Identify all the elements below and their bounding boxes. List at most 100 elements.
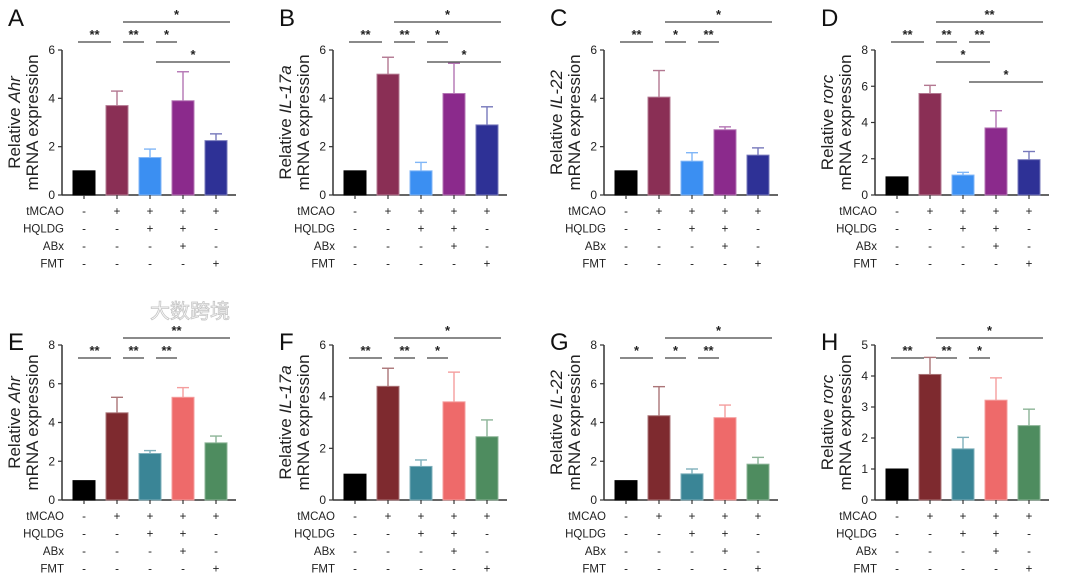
condition-mark: - xyxy=(895,529,899,541)
bar xyxy=(918,373,942,501)
condition-mark: - xyxy=(353,241,357,253)
condition-mark: - xyxy=(82,564,86,576)
y-label-prefix: Relative xyxy=(276,414,295,480)
bar xyxy=(72,480,96,501)
condition-mark: - xyxy=(214,529,218,541)
bar xyxy=(746,154,770,196)
condition-mark: - xyxy=(115,241,119,253)
condition-mark: - xyxy=(419,259,423,271)
condition-mark: + xyxy=(722,546,729,558)
significance-label: ** xyxy=(974,27,985,42)
y-tick-label: 6 xyxy=(590,43,597,57)
bar xyxy=(409,465,433,501)
y-label-gene: IL-17a xyxy=(276,365,295,413)
condition-mark: + xyxy=(484,511,491,523)
condition-label-tmcao: tMCAO xyxy=(568,206,606,218)
condition-mark: + xyxy=(755,564,762,576)
condition-mark: + xyxy=(1026,564,1033,576)
significance-label: * xyxy=(673,27,679,42)
condition-label-abx: ABx xyxy=(585,546,606,558)
condition-mark: - xyxy=(148,259,152,271)
condition-mark: - xyxy=(624,511,628,523)
bar xyxy=(885,468,909,501)
condition-mark: + xyxy=(689,224,696,236)
bar xyxy=(475,436,499,501)
bar xyxy=(713,417,737,501)
condition-mark: - xyxy=(895,259,899,271)
condition-mark: - xyxy=(386,224,390,236)
condition-mark: + xyxy=(147,511,154,523)
bar xyxy=(984,127,1008,196)
bar xyxy=(442,401,466,501)
y-label-prefix: Relative xyxy=(5,403,24,469)
condition-mark: + xyxy=(418,224,425,236)
y-tick-label: 8 xyxy=(590,338,597,352)
condition-mark: - xyxy=(624,529,628,541)
condition-mark: + xyxy=(418,529,425,541)
condition-mark: - xyxy=(961,241,965,253)
y-label-prefix: Relative xyxy=(276,114,295,180)
condition-mark: + xyxy=(993,241,1000,253)
y-label-prefix: Relative xyxy=(818,104,837,170)
condition-mark: - xyxy=(657,241,661,253)
condition-mark: - xyxy=(723,259,727,271)
y-tick-label: 0 xyxy=(319,493,326,507)
condition-mark: + xyxy=(114,206,121,218)
bar xyxy=(614,170,638,196)
condition-mark: - xyxy=(756,546,760,558)
y-tick-label: 0 xyxy=(590,188,597,202)
condition-label-abx: ABx xyxy=(314,546,335,558)
condition-mark: - xyxy=(1027,529,1031,541)
y-tick-label: 4 xyxy=(48,416,55,430)
bar xyxy=(680,473,704,501)
condition-mark: - xyxy=(148,564,152,576)
condition-mark: - xyxy=(386,529,390,541)
y-tick-label: 2 xyxy=(319,140,326,154)
condition-label-fmt: FMT xyxy=(311,564,335,576)
condition-mark: + xyxy=(484,564,491,576)
condition-mark: - xyxy=(756,241,760,253)
y-tick-label: 2 xyxy=(48,140,55,154)
condition-mark: + xyxy=(927,206,934,218)
y-label-prefix: Relative xyxy=(547,409,566,475)
y-tick-label: 4 xyxy=(319,390,326,404)
y-axis-label-line2: mRNA expression xyxy=(294,354,313,490)
condition-label-hqldg: HQLDG xyxy=(836,529,877,541)
condition-mark: + xyxy=(722,511,729,523)
y-tick-label: 2 xyxy=(319,441,326,455)
condition-label-hqldg: HQLDG xyxy=(294,224,335,236)
condition-mark: - xyxy=(82,241,86,253)
bar xyxy=(138,453,162,501)
condition-mark: + xyxy=(484,206,491,218)
bar xyxy=(376,73,400,196)
condition-mark: - xyxy=(895,206,899,218)
condition-mark: + xyxy=(960,529,967,541)
bar xyxy=(746,463,770,501)
bar xyxy=(105,412,129,501)
y-tick-label: 6 xyxy=(319,43,326,57)
condition-mark: - xyxy=(452,259,456,271)
condition-mark: + xyxy=(722,241,729,253)
condition-mark: - xyxy=(756,224,760,236)
condition-label-abx: ABx xyxy=(43,546,64,558)
bar xyxy=(138,157,162,196)
y-tick-label: 6 xyxy=(48,377,55,391)
y-tick-label: 0 xyxy=(48,493,55,507)
condition-mark: - xyxy=(928,259,932,271)
y-tick-label: 8 xyxy=(861,43,868,57)
y-axis-label: Relative Ahr xyxy=(5,375,24,469)
y-tick-label: 1 xyxy=(861,462,868,476)
condition-mark: - xyxy=(419,546,423,558)
condition-mark: - xyxy=(485,241,489,253)
condition-mark: - xyxy=(181,259,185,271)
condition-mark: + xyxy=(418,206,425,218)
condition-mark: - xyxy=(452,564,456,576)
condition-label-fmt: FMT xyxy=(853,564,877,576)
significance-label: * xyxy=(445,323,451,338)
y-axis-label: Relative IL-17a xyxy=(276,65,295,179)
condition-mark: + xyxy=(180,241,187,253)
y-axis-label: Relative IL-22 xyxy=(547,70,566,175)
